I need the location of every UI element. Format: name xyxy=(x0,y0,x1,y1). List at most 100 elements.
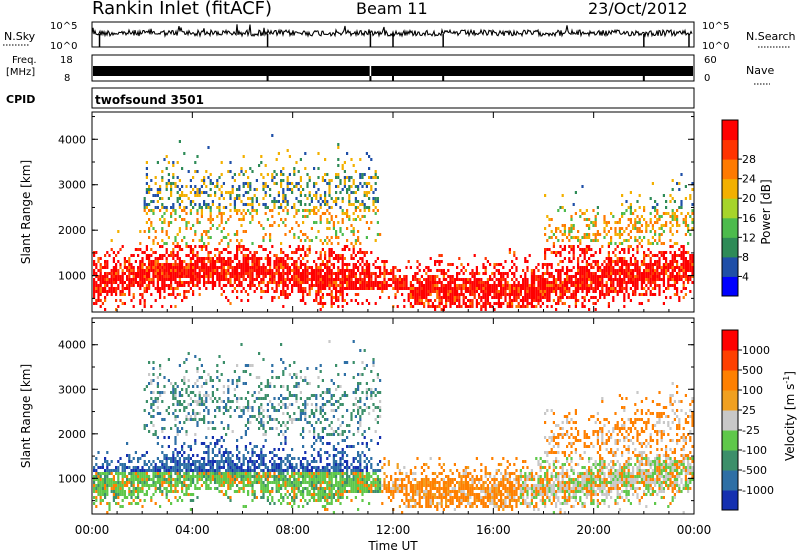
echo-cell xyxy=(537,284,540,287)
echo-cell xyxy=(141,296,144,299)
echo-cell xyxy=(555,302,558,305)
echo-cell xyxy=(612,278,615,281)
echo-cell xyxy=(222,266,225,269)
echo-cell xyxy=(640,281,643,284)
echo-cell xyxy=(467,278,470,281)
echo-cell xyxy=(196,403,199,406)
echo-cell xyxy=(126,496,129,499)
echo-cell xyxy=(343,257,346,260)
echo-cell xyxy=(482,290,485,293)
echo-cell xyxy=(574,212,577,215)
echo-cell xyxy=(489,293,492,296)
echo-cell xyxy=(152,269,155,272)
echo-cell xyxy=(539,278,542,281)
echo-cell xyxy=(537,281,540,284)
echo-cell xyxy=(458,305,461,308)
echo-cell xyxy=(229,209,232,212)
echo-cell xyxy=(159,197,162,200)
echo-cell xyxy=(519,299,522,302)
echo-cell xyxy=(297,257,300,260)
echo-cell xyxy=(605,272,608,275)
echo-cell xyxy=(614,227,617,230)
echo-cell xyxy=(436,260,439,263)
echo-cell xyxy=(500,278,503,281)
echo-cell xyxy=(326,266,329,269)
echo-cell xyxy=(176,266,179,269)
echo-cell xyxy=(187,457,190,460)
echo-cell xyxy=(117,478,120,481)
echo-cell xyxy=(121,478,124,481)
echo-cell xyxy=(123,496,126,499)
colorbar-tick-label: 12 xyxy=(742,231,756,244)
echo-cell xyxy=(555,269,558,272)
colorbar-swatch xyxy=(722,139,738,160)
echo-cell xyxy=(581,272,584,275)
echo-cell xyxy=(163,463,166,466)
echo-cell xyxy=(610,239,613,242)
echo-cell xyxy=(425,284,428,287)
echo-cell xyxy=(203,269,206,272)
echo-cell xyxy=(255,263,258,266)
echo-cell xyxy=(242,257,245,260)
echo-cell xyxy=(579,284,582,287)
echo-cell xyxy=(211,257,214,260)
echo-cell xyxy=(577,299,580,302)
echo-cell xyxy=(434,299,437,302)
echo-cell xyxy=(684,260,687,263)
echo-cell xyxy=(577,266,580,269)
echo-cell xyxy=(643,269,646,272)
echo-cell xyxy=(211,263,214,266)
echo-cell xyxy=(313,212,316,215)
echo-cell xyxy=(508,248,511,251)
echo-cell xyxy=(671,269,674,272)
echo-cell xyxy=(513,251,516,254)
echo-cell xyxy=(165,251,168,254)
echo-cell xyxy=(449,281,452,284)
echo-cell xyxy=(170,272,173,275)
echo-cell xyxy=(145,424,148,427)
echo-cell xyxy=(665,257,668,260)
echo-cell xyxy=(574,272,577,275)
echo-cell xyxy=(436,275,439,278)
echo-cell xyxy=(97,287,100,290)
echo-cell xyxy=(282,191,285,194)
echo-cell xyxy=(522,278,525,281)
echo-cell xyxy=(500,290,503,293)
echo-cell xyxy=(291,182,294,185)
echo-cell xyxy=(174,236,177,239)
echo-cell xyxy=(610,266,613,269)
echo-cell xyxy=(330,272,333,275)
echo-cell xyxy=(97,472,100,475)
echo-cell xyxy=(132,466,135,469)
echo-cell xyxy=(486,293,489,296)
echo-cell xyxy=(172,161,175,164)
echo-cell xyxy=(537,302,540,305)
echo-cell xyxy=(392,272,395,275)
echo-cell xyxy=(222,406,225,409)
echo-cell xyxy=(145,278,148,281)
echo-cell xyxy=(592,233,595,236)
echo-cell xyxy=(253,284,256,287)
echo-cell xyxy=(306,209,309,212)
echo-cell xyxy=(607,242,610,245)
echo-cell xyxy=(339,191,342,194)
echo-cell xyxy=(581,251,584,254)
echo-cell xyxy=(590,278,593,281)
echo-cell xyxy=(203,415,206,418)
echo-cell xyxy=(299,254,302,257)
echo-cell xyxy=(110,484,113,487)
echo-cell xyxy=(273,260,276,263)
echo-cell xyxy=(438,269,441,272)
echo-cell xyxy=(112,281,115,284)
echo-cell xyxy=(583,257,586,260)
echo-cell xyxy=(568,287,571,290)
echo-cell xyxy=(354,200,357,203)
echo-cell xyxy=(427,266,430,269)
echo-cell xyxy=(440,281,443,284)
echo-cell xyxy=(174,490,177,493)
echo-cell xyxy=(152,493,155,496)
echo-cell xyxy=(328,293,331,296)
echo-cell xyxy=(561,296,564,299)
echo-cell xyxy=(126,481,129,484)
echo-cell xyxy=(656,260,659,263)
